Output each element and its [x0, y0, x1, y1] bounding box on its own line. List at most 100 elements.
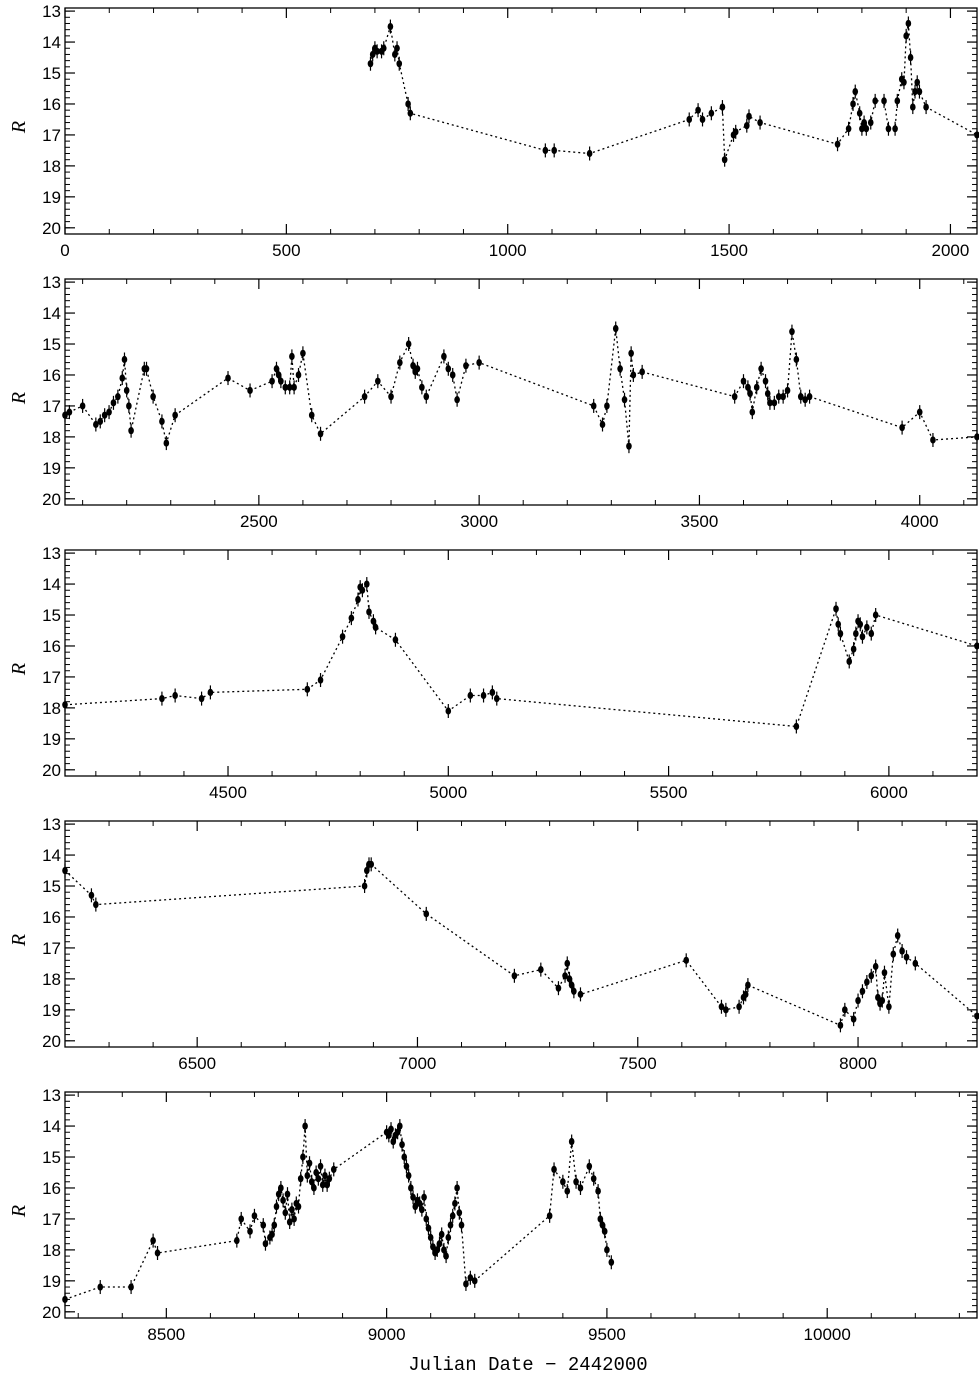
- y-tick-label: 18: [42, 157, 61, 176]
- data-point: [441, 352, 447, 360]
- data-point: [617, 365, 623, 373]
- x-tick-label: 1000: [489, 241, 527, 260]
- data-point: [890, 950, 897, 958]
- data-point: [595, 1187, 601, 1195]
- data-point: [275, 1190, 282, 1198]
- data-point: [297, 1175, 304, 1183]
- data-point: [467, 691, 474, 700]
- data-point: [560, 1178, 566, 1186]
- data-point: [853, 629, 859, 638]
- data-point: [463, 362, 469, 370]
- data-point: [899, 424, 905, 432]
- data-point: [732, 128, 739, 136]
- x-tick-label: 9500: [588, 1325, 626, 1344]
- data-point: [366, 608, 372, 616]
- data-point: [721, 156, 728, 164]
- data-point: [910, 103, 916, 111]
- data-point: [923, 103, 929, 111]
- data-point: [833, 605, 839, 613]
- data-point: [850, 1015, 857, 1023]
- data-point: [604, 402, 610, 410]
- x-tick-label: 500: [272, 241, 300, 260]
- data-point: [850, 100, 856, 108]
- x-tick-label: 2000: [932, 241, 970, 260]
- y-tick-label: 14: [42, 1117, 61, 1136]
- data-point: [449, 1212, 456, 1220]
- data-point: [445, 707, 452, 715]
- data-point: [686, 115, 693, 124]
- data-point: [284, 1190, 291, 1198]
- data-point: [291, 383, 297, 391]
- data-point: [456, 1209, 463, 1217]
- y-tick-label: 16: [42, 366, 61, 385]
- y-tick-label: 14: [42, 575, 61, 594]
- data-point: [62, 1295, 68, 1304]
- data-point: [88, 891, 95, 899]
- data-point: [273, 365, 280, 373]
- data-point: [864, 623, 870, 631]
- data-point: [742, 990, 749, 998]
- data-point: [238, 1215, 245, 1223]
- data-point: [247, 386, 253, 395]
- data-point: [278, 1184, 284, 1192]
- x-axis-title: Julian Date − 2442000: [408, 1354, 647, 1376]
- x-tick-label: 9000: [368, 1325, 406, 1344]
- data-point: [126, 402, 132, 410]
- data-point: [757, 118, 763, 127]
- data-point: [419, 1206, 425, 1214]
- data-point: [143, 365, 150, 373]
- data-point: [892, 125, 898, 133]
- data-point: [835, 620, 842, 628]
- data-point: [110, 399, 117, 407]
- data-point: [894, 97, 901, 105]
- data-point: [97, 417, 104, 426]
- data-point: [423, 910, 430, 918]
- y-tick-label: 15: [42, 606, 61, 625]
- data-point: [434, 1246, 441, 1254]
- data-point: [443, 1252, 449, 1260]
- data-point: [566, 975, 573, 983]
- data-point: [793, 722, 800, 731]
- data-point: [361, 393, 368, 401]
- data-point: [317, 1162, 324, 1170]
- data-point: [361, 882, 368, 890]
- data-point: [493, 695, 500, 703]
- y-tick-label: 20: [42, 1032, 61, 1051]
- data-point: [438, 1230, 445, 1239]
- data-point: [423, 393, 430, 401]
- data-point: [79, 402, 86, 410]
- plot-frame: [64, 1091, 978, 1319]
- data-point: [699, 115, 706, 124]
- data-point: [568, 1137, 575, 1146]
- data-point: [806, 393, 813, 401]
- data-point: [375, 377, 381, 385]
- y-tick-label: 16: [42, 1179, 61, 1198]
- x-tick-label: 5000: [429, 783, 467, 802]
- data-point: [359, 586, 366, 594]
- panel-3: 13 14 15 16 17 18 19 20 R 4500 5000 5500 6000: [8, 544, 979, 802]
- series-line: [64, 328, 978, 447]
- y-tick-label: 17: [42, 668, 61, 687]
- data-point: [392, 636, 399, 644]
- y-tick-label: 17: [42, 397, 61, 416]
- data-point: [410, 1193, 416, 1201]
- data-point: [300, 1153, 306, 1161]
- data-point: [392, 50, 398, 59]
- data-point: [571, 987, 577, 995]
- data-point: [859, 125, 865, 133]
- y-tick-label: 14: [42, 846, 61, 865]
- data-point: [308, 1178, 315, 1186]
- data-point: [370, 617, 377, 625]
- data-point: [304, 685, 311, 693]
- data-point: [330, 1165, 337, 1173]
- data-point: [850, 645, 857, 653]
- data-point: [207, 688, 214, 697]
- data-point: [427, 1233, 434, 1242]
- y-axis-title: R: [8, 934, 30, 947]
- x-tick-label: 8000: [839, 1054, 877, 1073]
- data-point: [864, 978, 870, 986]
- data-point: [551, 146, 558, 155]
- data-point: [282, 383, 289, 391]
- y-tick-label: 15: [42, 64, 61, 83]
- data-point: [590, 1175, 597, 1183]
